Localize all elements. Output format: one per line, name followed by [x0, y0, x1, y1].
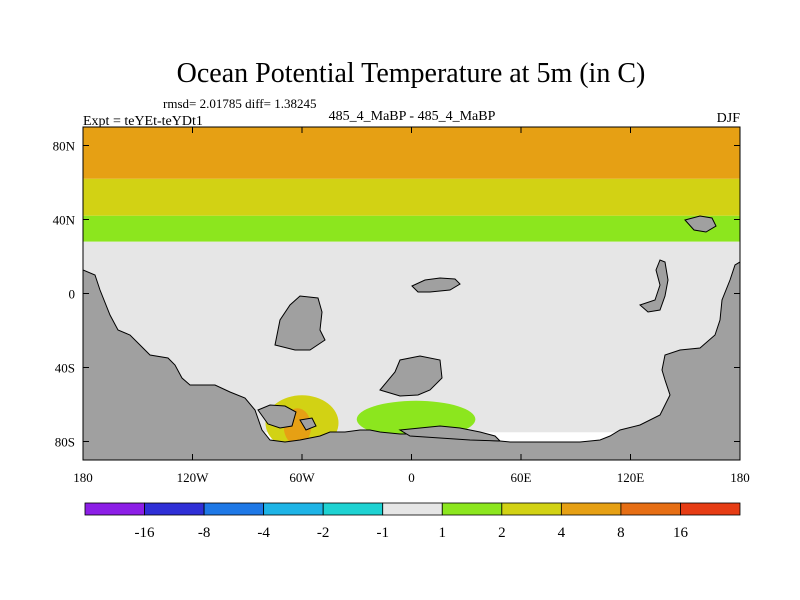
- land-antarctic-block: [379, 355, 443, 397]
- chart-title: Ocean Potential Temperature at 5m (in C): [177, 58, 646, 89]
- colorbar-swatch: [441, 502, 503, 516]
- colorbar-swatch: [203, 502, 265, 516]
- y-tick-label: 80N: [53, 139, 76, 154]
- stats-line: rmsd= 2.01785 diff= 1.38245: [163, 96, 316, 111]
- x-tick-label: 120W: [177, 470, 210, 485]
- season-label: DJF: [717, 111, 741, 126]
- axes: 180 120W 60W 0 60E 120E 180 80N 40N 0 40S 80S: [53, 127, 750, 485]
- x-tick-label: 180: [73, 470, 93, 485]
- colorbar-swatch: [501, 502, 562, 516]
- field-region-northern-mid-latitudes: [83, 178, 740, 216]
- x-tick-label: 60E: [511, 470, 532, 485]
- colorbar: -16 -8 -4 -2 -1 1 2 4 8 16: [84, 502, 741, 541]
- colorbar-label: -8: [198, 525, 211, 541]
- colorbar-label: 8: [617, 525, 625, 541]
- colorbar-label: 16: [673, 525, 689, 541]
- land-arctic-east: [684, 215, 717, 233]
- colorbar-swatch: [263, 502, 324, 516]
- colorbar-swatch: [680, 502, 741, 516]
- map-plot: [83, 127, 740, 460]
- land-antarctic-peninsula: [398, 425, 502, 442]
- colorbar-label: 2: [498, 525, 506, 541]
- colorbar-swatch: [620, 502, 681, 516]
- colorbar-swatch: [144, 502, 205, 516]
- colorbar-swatch: [560, 502, 622, 516]
- x-tick-label: 120E: [617, 470, 645, 485]
- y-tick-label: 40N: [53, 213, 76, 228]
- colorbar-swatch: [382, 502, 443, 516]
- colorbar-label: 4: [558, 525, 566, 541]
- colorbar-swatch: [322, 502, 384, 516]
- colorbar-label: -2: [317, 525, 330, 541]
- x-tick-label: 180: [730, 470, 750, 485]
- colorbar-label: -16: [135, 525, 155, 541]
- experiment-label: Expt = teYEt-teYDt1: [83, 114, 203, 129]
- x-tick-label: 60W: [289, 470, 315, 485]
- experiment-pair: 485_4_MaBP - 485_4_MaBP: [329, 109, 496, 124]
- land-south-islands: [299, 417, 317, 431]
- land-antarctic-west: [257, 404, 297, 429]
- land-asia-east: [639, 259, 669, 313]
- y-tick-label: 40S: [55, 361, 75, 376]
- land-equatorial-island: [411, 277, 461, 293]
- land-africa-north: [274, 295, 326, 351]
- colorbar-label: -4: [257, 525, 270, 541]
- colorbar-label: 1: [439, 525, 447, 541]
- x-tick-label: 0: [408, 470, 415, 485]
- colorbar-label: -1: [376, 525, 389, 541]
- y-tick-label: 0: [69, 287, 76, 302]
- land-masses: [83, 215, 740, 460]
- y-tick-label: 80S: [55, 435, 75, 450]
- field-region-northern-subtropics: [83, 215, 740, 242]
- colorbar-swatch: [84, 502, 145, 516]
- field-region-northern-high-latitudes: [83, 127, 740, 179]
